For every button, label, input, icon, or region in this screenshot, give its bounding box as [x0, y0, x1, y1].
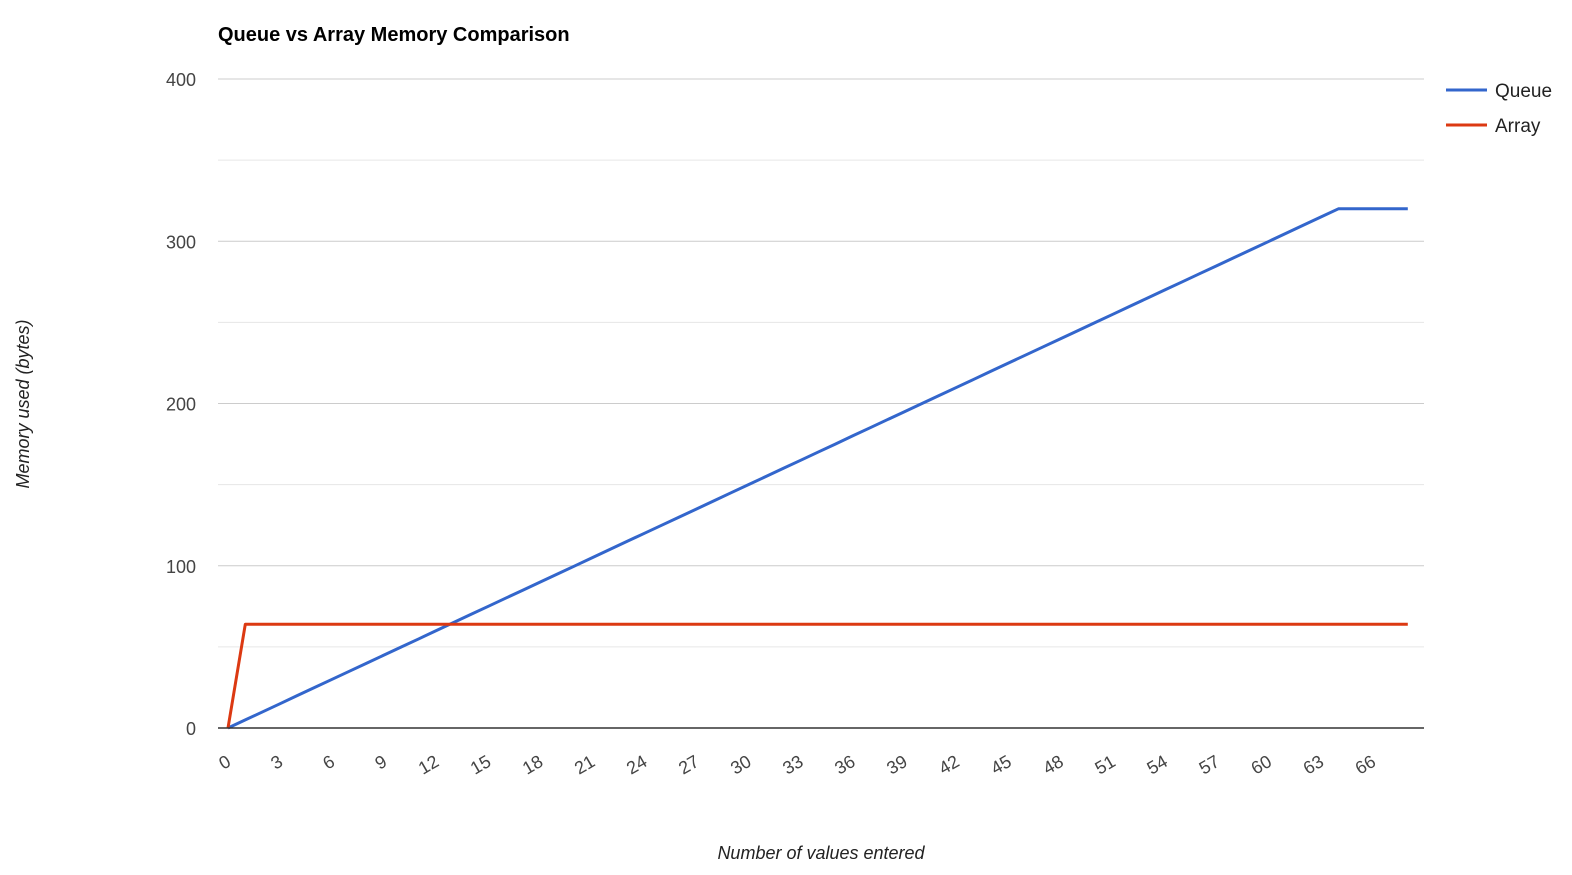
x-tick-label: 21: [571, 751, 598, 778]
legend-label: Queue: [1495, 81, 1552, 102]
x-tick-label: 12: [415, 751, 442, 778]
y-tick-label: 400: [166, 70, 196, 90]
x-tick-label: 24: [623, 751, 650, 778]
x-tick-label: 60: [1248, 751, 1275, 778]
x-tick-label: 15: [467, 751, 494, 778]
x-tick-label: 66: [1352, 751, 1379, 778]
x-tick-label: 27: [675, 751, 702, 778]
x-tick-label: 9: [371, 751, 390, 773]
legend-item-array[interactable]: Array: [1446, 116, 1541, 137]
x-tick-label: 45: [987, 751, 1014, 778]
y-tick-label: 200: [166, 395, 196, 415]
legend-item-queue[interactable]: Queue: [1446, 81, 1552, 102]
chart-title: Queue vs Array Memory Comparison: [218, 24, 570, 46]
y-tick-label: 100: [166, 557, 196, 577]
x-tick-label: 51: [1092, 751, 1119, 778]
series-lines: [226, 207, 1408, 730]
x-axis-title: Number of values entered: [717, 843, 925, 863]
x-tick-label: 3: [267, 751, 286, 773]
x-tick-label: 30: [727, 751, 754, 778]
x-tick-label: 18: [519, 751, 546, 778]
x-tick-label: 63: [1300, 751, 1327, 778]
x-tick-label: 48: [1039, 751, 1066, 778]
x-axis-ticks: 0 3 6 9 12 15 18 21 24 27 30 33 36 39 42 45 48 51 54 57 60 63…: [215, 751, 1379, 778]
x-tick-label: 39: [883, 751, 910, 778]
x-tick-label: 42: [935, 751, 962, 778]
legend[interactable]: Queue Array: [1446, 81, 1552, 137]
series-line-queue: [227, 207, 1408, 730]
x-tick-label: 0: [215, 751, 234, 773]
y-tick-label: 300: [166, 232, 196, 252]
legend-label: Array: [1495, 116, 1541, 137]
x-tick-label: 54: [1144, 751, 1171, 778]
x-tick-label: 57: [1196, 751, 1223, 778]
x-tick-label: 33: [779, 751, 806, 778]
series-line-array: [226, 622, 1408, 729]
y-axis-title: Memory used (bytes): [13, 319, 33, 488]
x-tick-label: 6: [319, 751, 338, 773]
y-tick-label: 0: [186, 719, 196, 739]
gridlines: [218, 78, 1424, 648]
y-axis-ticks: 0 100 200 300 400: [166, 70, 196, 739]
x-tick-label: 36: [831, 751, 858, 778]
